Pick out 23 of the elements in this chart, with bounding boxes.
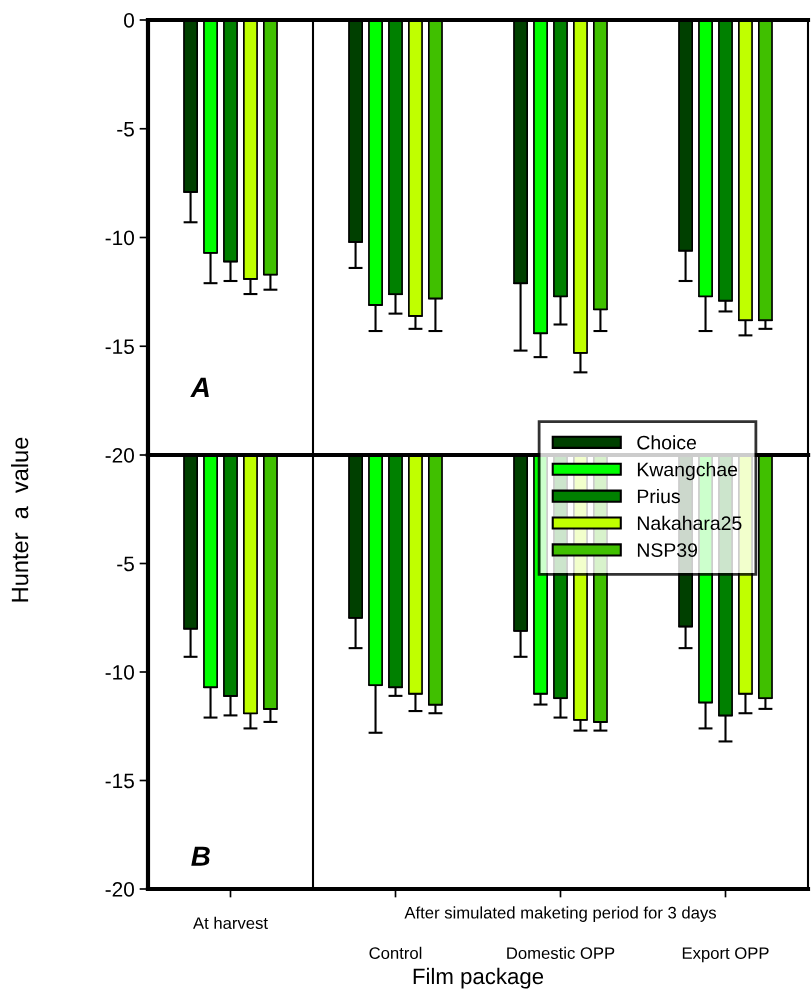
y-tick-label: -20 <box>105 448 134 463</box>
y-axis-title: Hunter a value <box>11 437 29 602</box>
legend-label: Nakahara25 <box>637 515 742 531</box>
x-tick-label: Control <box>369 946 422 960</box>
y-tick-label: -15 <box>105 339 134 354</box>
legend-label: NSP39 <box>637 543 698 557</box>
x-axis-title: Film package <box>413 967 544 989</box>
legend-label: Choice <box>637 435 696 450</box>
y-tick-label: -10 <box>105 665 134 680</box>
annotation: B <box>191 846 210 866</box>
annotation: A <box>190 377 209 397</box>
legend-label: Kwangchae <box>637 462 738 481</box>
x-tick-label: At harvest <box>193 916 268 930</box>
x-tick-label: Domestic OPP <box>507 946 615 960</box>
y-tick-label: -5 <box>117 121 134 137</box>
y-tick-label: -20 <box>105 882 134 897</box>
y-tick-label: 0 <box>124 13 134 28</box>
y-tick-label: -10 <box>105 230 134 246</box>
text: After simulated maketing period for 3 days <box>404 906 716 922</box>
y-tick-label: -5 <box>117 556 134 572</box>
x-tick-label: Export OPP <box>682 947 769 963</box>
legend-label: Prius <box>637 488 680 504</box>
y-tick-label: -15 <box>105 773 134 789</box>
